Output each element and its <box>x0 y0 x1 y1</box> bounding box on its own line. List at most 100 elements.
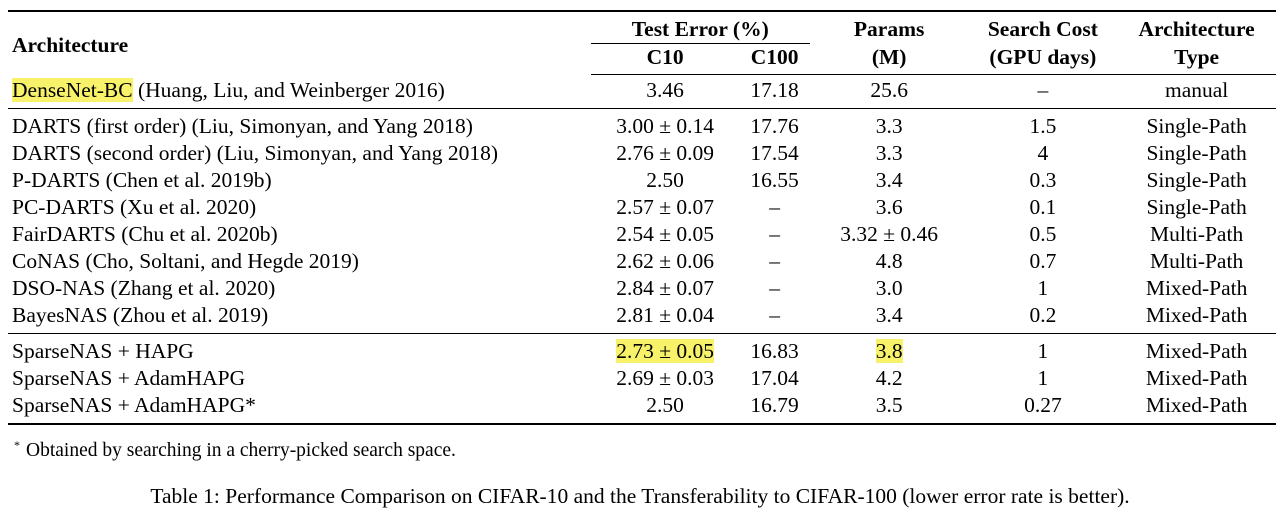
cell-c10-text: 2.69 ± 0.03 <box>616 366 714 390</box>
cell-architecture-type: Mixed-Path <box>1117 392 1276 425</box>
cell-c10-text: 2.73 ± 0.05 <box>616 339 714 363</box>
cell-architecture-type-text: Multi-Path <box>1150 249 1244 273</box>
cell-params-text: 3.6 <box>875 195 903 219</box>
cell-c100: 17.76 <box>739 108 810 140</box>
header-architecture-type: Architecture <box>1117 10 1276 44</box>
header-c10: C10 <box>590 43 740 75</box>
cell-c10: 2.50 <box>591 167 740 194</box>
cell-params: 3.32 ± 0.46 <box>810 221 969 248</box>
cell-c100-text: 17.54 <box>750 141 799 165</box>
cell-search-cost: – <box>1037 78 1049 102</box>
row-name: DSO-NAS (Zhang et al. 2020) <box>8 275 591 302</box>
row-name-text: DARTS (second order) (Liu, Simonyan, and… <box>12 141 498 165</box>
cell-params: 3.4 <box>810 167 969 194</box>
cell-c100-text: 17.76 <box>750 114 799 138</box>
cell-search-cost: 1 <box>969 275 1118 302</box>
cell-params: 3.5 <box>809 392 969 425</box>
cell-search-cost: 0.27 <box>968 392 1118 425</box>
cell-architecture-type: Multi-Path <box>1117 248 1276 275</box>
cell-params-text: 3.5 <box>875 393 903 417</box>
cell-architecture-type-text: Single-Path <box>1146 195 1247 219</box>
header-architecture: Architecture <box>8 10 591 75</box>
cell-params-text: 3.3 <box>875 114 903 138</box>
cell-c100-text: 17.04 <box>750 366 799 390</box>
row-name: FairDARTS (Chu et al. 2020b) <box>8 221 591 248</box>
cell-architecture-type-text: Mixed-Path <box>1145 339 1248 363</box>
cell-c10-text: 2.50 <box>646 393 684 417</box>
cell-params: 3.3 <box>810 140 969 167</box>
row-name-text: PC-DARTS (Xu et al. 2020) <box>12 195 257 219</box>
cell-c100: 16.79 <box>739 392 810 425</box>
cell-c10-text: 2.54 ± 0.05 <box>616 222 714 246</box>
cell-params-text: 4.8 <box>875 249 903 273</box>
table-row: SparseNAS + AdamHAPG* 2.50 16.79 3.5 0.27 Mix… <box>8 392 1276 425</box>
footnote: * Obtained by searching in a cherry-picke… <box>14 438 456 462</box>
row-name-text: DSO-NAS (Zhang et al. 2020) <box>12 276 276 300</box>
row-name: CoNAS (Cho, Soltani, and Hegde 2019) <box>8 248 591 275</box>
cell-architecture-type: Multi-Path <box>1117 221 1276 248</box>
cell-c10: 3.46 <box>646 78 684 102</box>
cell-search-cost-text: 0.2 <box>1029 303 1057 327</box>
cell-search-cost: 4 <box>969 140 1118 167</box>
proposed-methods-section: SparseNAS + HAPG 2.73 ± 0.05 16.83 3.8 1 Mixe… <box>8 333 1276 425</box>
cell-search-cost: 1.5 <box>968 108 1118 140</box>
cell-c100-text: 16.55 <box>750 168 799 192</box>
cell-search-cost-text: 0.1 <box>1029 195 1057 219</box>
cell-c10: 2.73 ± 0.05 <box>590 333 740 365</box>
row-name-text: SparseNAS + AdamHAPG* <box>12 393 256 417</box>
cell-search-cost: 1 <box>968 333 1118 365</box>
cell-search-cost: 0.2 <box>969 302 1118 334</box>
cell-architecture-type: Single-Path <box>1117 140 1276 167</box>
cell-architecture-type-text: Mixed-Path <box>1145 366 1248 390</box>
cell-architecture-type-text: Single-Path <box>1146 141 1247 165</box>
table-row: PC-DARTS (Xu et al. 2020) 2.57 ± 0.07 – 3.6… <box>8 194 1276 221</box>
cell-search-cost-text: 1 <box>1037 276 1049 300</box>
cell-c100: – <box>739 248 809 275</box>
row-name-text: FairDARTS (Chu et al. 2020b) <box>12 222 278 246</box>
row-name-text: DARTS (first order) (Liu, Simonyan, and … <box>12 114 473 138</box>
cell-params: 25.6 <box>870 78 908 102</box>
cell-search-cost: 0.1 <box>969 194 1118 221</box>
cell-params: 3.4 <box>810 302 969 334</box>
cell-c10: 2.69 ± 0.03 <box>591 365 740 392</box>
row-name: DenseNet-BC (Huang, Liu, and Weinberger … <box>8 75 591 109</box>
cell-c100: – <box>739 302 809 334</box>
row-name-text: SparseNAS + HAPG <box>12 339 194 363</box>
cell-architecture-type-text: Mixed-Path <box>1145 393 1248 417</box>
cell-search-cost-text: 1 <box>1037 366 1049 390</box>
cell-search-cost-text: 0.27 <box>1024 393 1062 417</box>
cell-architecture-type: Mixed-Path <box>1117 302 1276 334</box>
cell-c100: 17.54 <box>739 140 809 167</box>
header-search-cost: Search Cost <box>968 10 1118 44</box>
cell-c10: 3.00 ± 0.14 <box>590 108 740 140</box>
cell-search-cost-text: 4 <box>1037 141 1049 165</box>
cell-search-cost: 0.3 <box>969 167 1118 194</box>
cell-params: 3.8 <box>809 333 969 365</box>
table-row-baseline: DenseNet-BC (Huang, Liu, and Weinberger … <box>8 75 1276 109</box>
cell-params: 3.0 <box>810 275 969 302</box>
row-name: SparseNAS + HAPG <box>8 333 591 365</box>
row-name-citation: (Huang, Liu, and Weinberger 2016) <box>132 77 445 102</box>
cell-params-text: 4.2 <box>875 366 903 390</box>
header-params-unit: (M) <box>809 43 969 75</box>
cell-c100: – <box>739 194 809 221</box>
cell-c100-text: – <box>769 303 780 327</box>
cell-search-cost-text: 1.5 <box>1029 114 1057 138</box>
header-params: Params <box>809 10 969 44</box>
cell-c10-text: 2.76 ± 0.09 <box>616 141 714 165</box>
prior-methods-section: DARTS (first order) (Liu, Simonyan, and … <box>8 108 1276 334</box>
cell-params-text: 3.32 ± 0.46 <box>840 222 939 246</box>
table-caption: Table 1: Performance Comparison on CIFAR… <box>150 484 1130 508</box>
baseline-section: DenseNet-BC (Huang, Liu, and Weinberger … <box>8 75 1276 109</box>
cell-params-text: 3.8 <box>875 339 903 363</box>
cell-c100-text: – <box>769 276 780 300</box>
row-name-text: CoNAS (Cho, Soltani, and Hegde 2019) <box>12 249 359 273</box>
cell-params: 4.8 <box>810 248 969 275</box>
header-test-error: Test Error (%) <box>590 10 810 44</box>
highlighted-name: DenseNet-BC <box>12 77 133 102</box>
cell-c10: 2.62 ± 0.06 <box>591 248 740 275</box>
cell-c100: 17.04 <box>739 365 809 392</box>
cell-search-cost-text: 0.7 <box>1029 249 1057 273</box>
cell-params-text: 3.4 <box>875 303 903 327</box>
table-row: DARTS (second order) (Liu, Simonyan, and… <box>8 140 1276 167</box>
